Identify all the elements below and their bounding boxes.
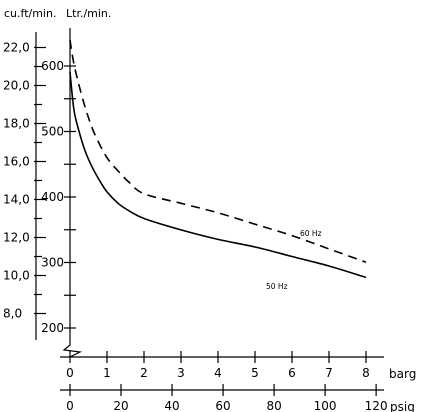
curves: 60 Hz 50 Hz (69, 39, 367, 291)
ltr-tick-label: 300 (41, 256, 64, 270)
barg-tick-label: 5 (251, 366, 259, 380)
cuft-tick-label: 18,0 (3, 117, 30, 131)
psig-axis-label: psig (390, 400, 415, 412)
barg-tick-label: 6 (288, 366, 296, 380)
cuft-tick-label: 8,0 (3, 307, 22, 321)
psig-tick-label: 120 (365, 399, 388, 412)
barg-tick-label: 1 (103, 366, 111, 380)
barg-tick-label: 2 (140, 366, 148, 380)
series-label-50-hz: 50 Hz (266, 282, 288, 291)
cuft-tick-label: 14,0 (3, 193, 30, 207)
psig-tick-label: 0 (66, 399, 74, 412)
ltr-axis-label: Ltr./min. (66, 7, 111, 20)
cuft-tick-label: 20,0 (3, 79, 30, 93)
barg-axis-label: barg (389, 367, 416, 381)
axes: 8,010,012,014,016,018,020,022,0200300400… (3, 28, 388, 412)
barg-tick-label: 0 (66, 366, 74, 380)
barg-tick-label: 8 (362, 366, 370, 380)
curve-60-hz (69, 39, 367, 263)
psig-tick-label: 80 (266, 399, 281, 412)
barg-tick-label: 7 (325, 366, 333, 380)
curve-50-hz (69, 72, 367, 279)
psig-tick-label: 20 (113, 399, 128, 412)
psig-tick-label: 40 (164, 399, 179, 412)
ltr-tick-label: 200 (41, 321, 64, 335)
psig-tick-label: 100 (314, 399, 337, 412)
ltr-tick-label: 600 (41, 59, 64, 73)
cuft-tick-label: 12,0 (3, 231, 30, 245)
barg-tick-label: 4 (214, 366, 222, 380)
cuft-tick-label: 16,0 (3, 155, 30, 169)
ltr-tick-label: 500 (41, 125, 64, 139)
barg-tick-label: 3 (177, 366, 185, 380)
series-label-60-hz: 60 Hz (300, 229, 322, 238)
cuft-tick-label: 22,0 (3, 41, 30, 55)
cuft-axis-label: cu.ft/min. (4, 7, 56, 20)
ltr-axis-line (62, 28, 83, 358)
ltr-tick-label: 400 (41, 190, 64, 204)
psig-tick-label: 60 (215, 399, 230, 412)
cuft-tick-label: 10,0 (3, 269, 30, 283)
